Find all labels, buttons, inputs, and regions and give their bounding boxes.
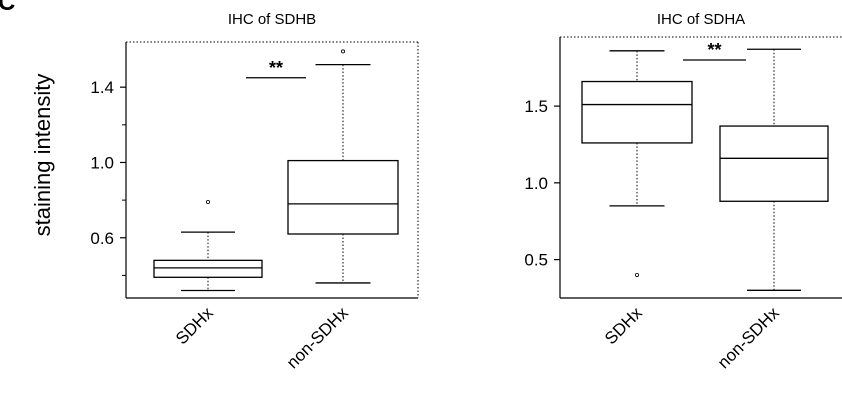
x-tick-label: SDHx	[172, 303, 217, 348]
significance-label: **	[707, 40, 721, 60]
x-tick-label: non-SDHx	[283, 303, 352, 372]
significance-label: **	[269, 58, 283, 78]
y-tick-label: 0.5	[524, 251, 548, 270]
box-rect	[153, 259, 263, 278]
chart-title: IHC of SDHB	[228, 11, 316, 28]
box-rect	[287, 159, 399, 235]
y-tick-label: 1.0	[524, 174, 548, 193]
box-non-sdhx	[287, 49, 399, 284]
y-axis-label: staining intensity	[30, 74, 55, 237]
outlier-point	[340, 49, 345, 54]
box-non-sdhx	[719, 48, 829, 291]
outlier-point	[635, 272, 640, 277]
chart-panel-sdhb: IHC of SDHB 0.6 1.0 1.4 SDHx non-SDHx **	[90, 11, 419, 372]
box-sdhx	[581, 50, 693, 277]
y-tick-label: 0.6	[90, 229, 114, 248]
panel-label: C	[0, 0, 15, 16]
x-tick-label: non-SDHx	[714, 303, 783, 372]
box-rect	[581, 80, 693, 144]
y-tick-label: 1.4	[90, 78, 114, 97]
x-tick-label: SDHx	[601, 303, 646, 348]
y-tick-label: 1.0	[90, 153, 114, 172]
box-rect	[719, 125, 829, 202]
y-tick-label: 1.5	[524, 97, 548, 116]
outlier-point	[205, 199, 210, 204]
box-sdhx	[153, 199, 263, 292]
chart-title: IHC of SDHA	[657, 11, 745, 28]
chart-panel-sdha: IHC of SDHA 0.5 1.0 1.5 SDHx non-SDHx **	[524, 11, 842, 372]
